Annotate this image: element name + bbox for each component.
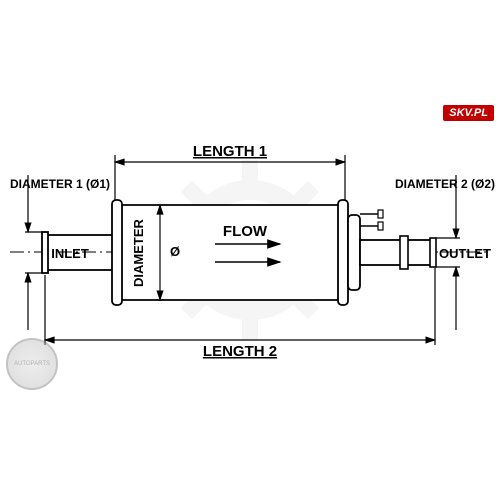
diameter-symbol: Ø: [170, 244, 180, 259]
stamp-text: AUTOPARTS: [14, 361, 50, 367]
pump-body: [115, 205, 345, 300]
brand-badge: SKV.PL: [443, 105, 494, 121]
diameter-label: DIAMETER: [131, 218, 146, 287]
diameter1-label: DIAMETER 1 (Ø1): [10, 177, 110, 191]
outlet-terminals: [360, 210, 383, 230]
diameter2-label: DIAMETER 2 (Ø2): [395, 177, 495, 191]
dimension-length1: LENGTH 1: [115, 143, 345, 200]
inlet-label: INLET: [51, 246, 89, 261]
length2-label: LENGTH 2: [203, 343, 277, 360]
pump-diagram: FLOW LENGTH 1 LENGTH 2 DIAMETER Ø DIAMET…: [0, 0, 500, 500]
outlet-pipe: [360, 240, 435, 265]
flow-label: FLOW: [223, 223, 268, 240]
autoparts-stamp: AUTOPARTS: [6, 338, 58, 390]
outlet-label: OUTLET: [439, 246, 491, 261]
length1-label: LENGTH 1: [193, 143, 267, 160]
